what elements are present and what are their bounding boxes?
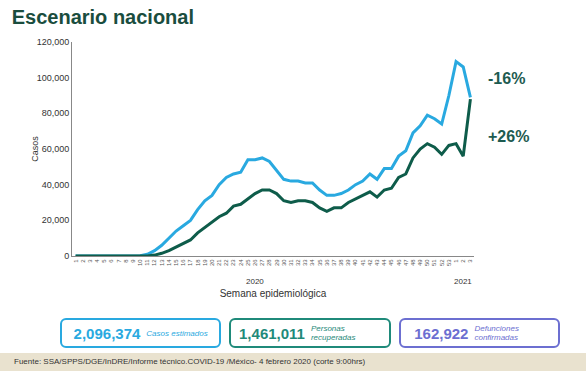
svg-text:Escenario nacional: Escenario nacional [12, 6, 194, 28]
svg-text:40: 40 [353, 259, 359, 266]
svg-text:20: 20 [209, 259, 215, 266]
svg-text:37: 37 [331, 259, 337, 266]
svg-text:45: 45 [388, 259, 394, 266]
html-text:Fuente: SSA/SPPS/DGE/InDRE/Inf: Fuente: SSA/SPPS/DGE/InDRE/Informe técni… [14, 357, 366, 366]
svg-text:50: 50 [424, 259, 430, 266]
svg-text:52: 52 [439, 259, 445, 266]
svg-text:9: 9 [130, 259, 136, 263]
svg-text:33: 33 [302, 259, 308, 266]
svg-text:120,000: 120,000 [37, 37, 70, 47]
svg-text:16: 16 [180, 259, 186, 266]
svg-text:29: 29 [274, 259, 280, 266]
svg-text:30: 30 [281, 259, 287, 266]
svg-text:11: 11 [144, 259, 150, 266]
svg-text:8: 8 [123, 259, 129, 263]
svg-text:39: 39 [345, 259, 351, 266]
svg-text:51: 51 [431, 259, 437, 266]
svg-text:2: 2 [460, 259, 466, 263]
svg-text:2020: 2020 [246, 277, 264, 286]
svg-text:49: 49 [417, 259, 423, 266]
svg-text:3: 3 [467, 259, 473, 263]
svg-text:34: 34 [309, 259, 315, 266]
svg-text:22: 22 [223, 259, 229, 266]
svg-text:25: 25 [245, 259, 251, 266]
svg-text:41: 41 [360, 259, 366, 266]
svg-text:32: 32 [295, 259, 301, 266]
svg-text:13: 13 [159, 259, 165, 266]
svg-text:18: 18 [195, 259, 201, 266]
svg-text:53: 53 [446, 259, 452, 266]
svg-text:5: 5 [101, 259, 107, 263]
svg-text:47: 47 [403, 259, 409, 266]
svg-text:31: 31 [288, 259, 294, 266]
svg-text:7: 7 [116, 259, 122, 263]
svg-text:12: 12 [152, 259, 158, 266]
svg-text:0: 0 [64, 251, 69, 261]
svg-text:6: 6 [108, 259, 114, 263]
svg-text:14: 14 [166, 259, 172, 266]
svg-text:-16%: -16% [488, 70, 525, 87]
svg-text:20,000: 20,000 [42, 215, 70, 225]
svg-text:Casos: Casos [30, 136, 40, 162]
svg-text:17: 17 [187, 259, 193, 266]
svg-text:23: 23 [230, 259, 236, 266]
svg-text:2: 2 [80, 259, 86, 263]
svg-text:44: 44 [381, 259, 387, 266]
svg-text:3: 3 [87, 259, 93, 263]
svg-text:10: 10 [137, 259, 143, 266]
svg-text:60,000: 60,000 [42, 144, 70, 154]
svg-text:80,000: 80,000 [42, 108, 70, 118]
svg-text:Semana epidemiológica: Semana epidemiológica [220, 288, 327, 299]
svg-text:+26%: +26% [488, 128, 529, 145]
svg-text:15: 15 [173, 259, 179, 266]
html-text:162,922 Defunciones confirmada: 162,922 Defunciones confirmadas [414, 324, 519, 342]
svg-text:26: 26 [252, 259, 258, 266]
svg-text:48: 48 [410, 259, 416, 266]
html-text:1,461,011 Personas recuperadas: 1,461,011 Personas recuperadas [239, 324, 356, 342]
svg-text:21: 21 [216, 259, 222, 266]
svg-text:38: 38 [338, 259, 344, 266]
svg-text:28: 28 [266, 259, 272, 266]
svg-text:4: 4 [94, 259, 100, 263]
svg-text:2021: 2021 [454, 277, 472, 286]
svg-text:43: 43 [374, 259, 380, 266]
svg-text:19: 19 [202, 259, 208, 266]
svg-text:1: 1 [453, 259, 459, 263]
svg-text:46: 46 [396, 259, 402, 266]
svg-text:24: 24 [238, 259, 244, 266]
svg-text:1: 1 [73, 259, 79, 263]
svg-text:42: 42 [367, 259, 373, 266]
svg-text:35: 35 [317, 259, 323, 266]
html-text:2,096,374 Casos estimados: 2,096,374 Casos estimados [73, 324, 208, 342]
svg-text:36: 36 [324, 259, 330, 266]
svg-text:100,000: 100,000 [37, 73, 70, 83]
svg-text:40,000: 40,000 [42, 180, 70, 190]
svg-text:27: 27 [259, 259, 265, 266]
